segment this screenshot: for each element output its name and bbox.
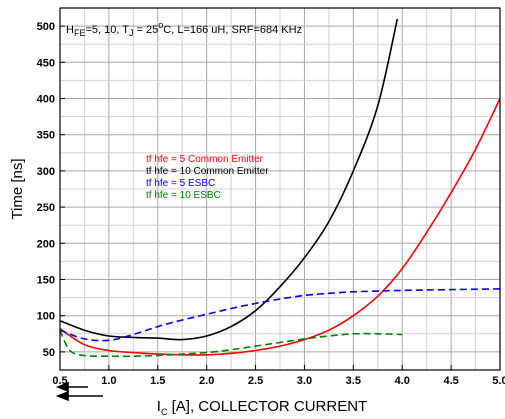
y-tick-label: 100 — [37, 311, 55, 323]
x-tick-label: 4.5 — [443, 375, 458, 387]
x-tick-label: 2.5 — [248, 375, 263, 387]
x-tick-label: 5.0 — [492, 375, 505, 387]
tick-layer: 0.5 1.0 1.5 2.0 2.5 3.0 3.5 4.0 4.5 5.05010015020… — [37, 21, 505, 387]
legend-entry-4: tf hfe = 10 ESBC — [146, 190, 221, 201]
y-tick-label: 500 — [37, 21, 55, 33]
y-tick-label: 350 — [37, 130, 55, 142]
grid — [59, 7, 501, 371]
range-arrows — [55, 381, 103, 402]
legend-entry-2: tf hfe = 10 Common Emitter — [146, 166, 269, 177]
y-tick-label: 200 — [37, 238, 55, 250]
legend-entry-3: tf hfe = 5 ESBC — [146, 178, 215, 189]
series-line-4 — [59, 329, 403, 358]
y-tick-label: 450 — [37, 57, 55, 69]
x-tick-label: 3.5 — [346, 375, 361, 387]
x-axis-title: IC [A], COLLECTOR CURRENT — [157, 398, 367, 417]
y-axis-title: Time [ns] — [9, 158, 26, 219]
test-conditions: HFE=5, 10, TJ = 25oC, L=166 uH, SRF=684 … — [66, 20, 302, 38]
x-tick-label: 1.0 — [101, 375, 116, 387]
x-tick-label: 3.0 — [297, 375, 312, 387]
legend-entry-1: tf hfe = 5 Common Emitter — [146, 154, 264, 165]
series-layer — [59, 18, 501, 358]
y-tick-label: 50 — [43, 347, 55, 359]
y-tick-label: 150 — [37, 275, 55, 287]
x-tick-label: 4.0 — [395, 375, 410, 387]
y-tick-label: 400 — [37, 94, 55, 106]
series-line-1 — [59, 98, 501, 356]
y-tick-label: 300 — [37, 166, 55, 178]
series-line-3 — [59, 288, 501, 342]
series-line-2 — [59, 18, 399, 341]
x-tick-label: 1.5 — [150, 375, 165, 387]
plot-frame — [59, 7, 501, 371]
x-tick-label: 2.0 — [199, 375, 214, 387]
y-tick-label: 250 — [37, 202, 55, 214]
